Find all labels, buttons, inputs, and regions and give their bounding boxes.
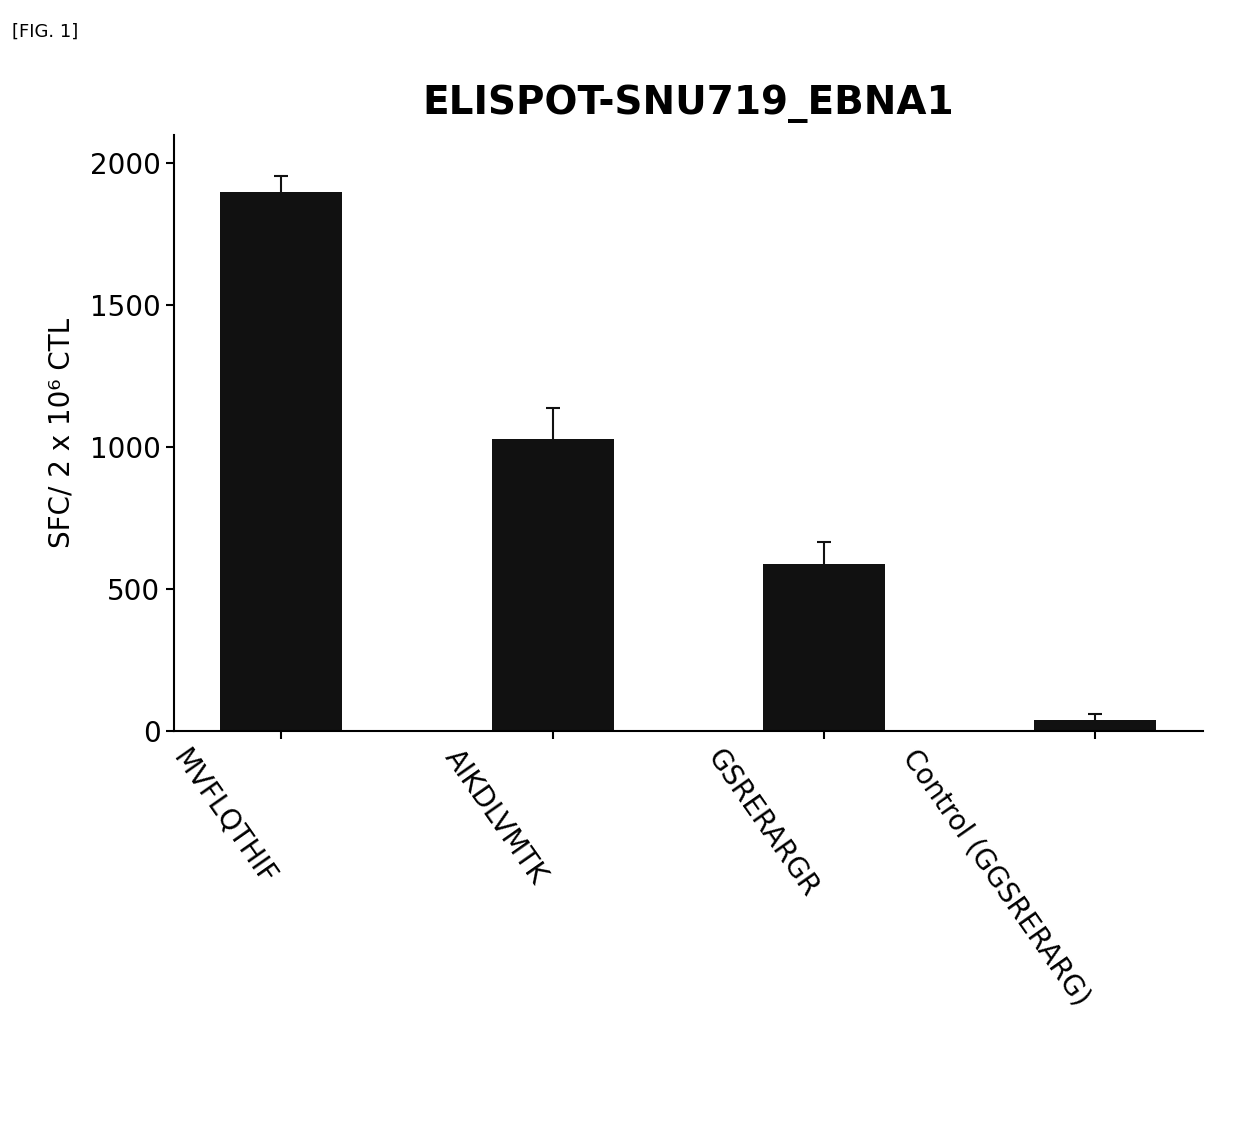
Bar <box>491 439 614 731</box>
Bar <box>221 191 342 731</box>
Bar <box>1034 720 1156 731</box>
Y-axis label: SFC/ 2 x 10⁶ CTL: SFC/ 2 x 10⁶ CTL <box>47 318 76 548</box>
Text: [FIG. 1]: [FIG. 1] <box>12 22 78 40</box>
Bar <box>763 564 885 731</box>
Title: ELISPOT-SNU719_EBNA1: ELISPOT-SNU719_EBNA1 <box>423 84 954 123</box>
